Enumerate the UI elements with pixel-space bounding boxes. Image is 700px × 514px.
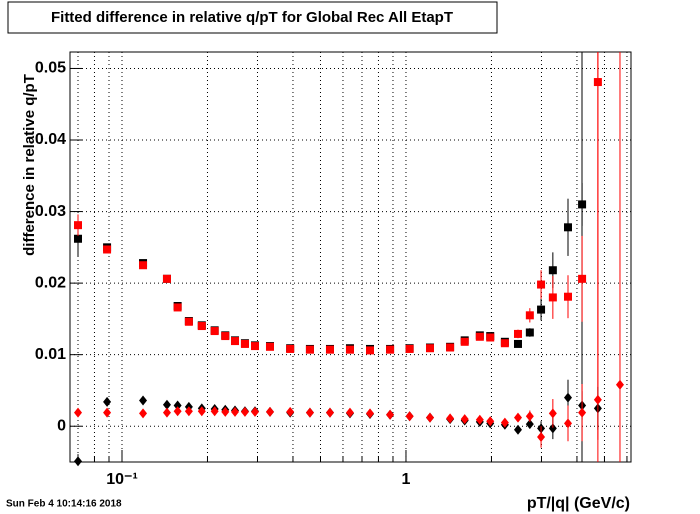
marker-diamond — [563, 418, 572, 429]
marker-diamond — [525, 419, 534, 430]
marker-square — [563, 292, 572, 301]
marker-diamond — [103, 396, 112, 407]
marker-square — [345, 345, 354, 354]
marker-diamond — [500, 417, 509, 428]
marker-square — [386, 345, 395, 354]
marker-square — [405, 344, 414, 353]
marker-diamond — [537, 431, 546, 442]
marker-diamond — [615, 379, 624, 390]
marker-diamond — [513, 424, 522, 435]
marker-diamond — [460, 414, 469, 425]
plot-frame — [69, 51, 632, 463]
marker-square — [525, 311, 534, 320]
marker-square — [184, 317, 193, 326]
marker-diamond — [446, 413, 455, 424]
marker-diamond — [548, 423, 557, 434]
marker-square — [162, 274, 171, 283]
marker-square — [563, 223, 572, 232]
marker-diamond — [366, 408, 375, 419]
marker-diamond — [173, 406, 182, 417]
marker-square — [74, 234, 83, 243]
marker-diamond — [197, 406, 206, 417]
marker-diamond — [405, 411, 414, 422]
marker-diamond — [103, 407, 112, 418]
marker-diamond — [162, 399, 171, 410]
marker-square — [513, 329, 522, 338]
marker-diamond — [513, 412, 522, 423]
marker-square — [500, 339, 509, 348]
y-tick-label: 0 — [57, 417, 66, 434]
marker-square — [525, 328, 534, 337]
marker-diamond — [286, 406, 295, 417]
y-axis-label: difference in relative q/pT — [21, 74, 38, 256]
marker-diamond — [231, 406, 240, 417]
marker-diamond — [74, 407, 83, 418]
marker-square — [173, 303, 182, 312]
marker-square — [231, 337, 240, 346]
marker-square — [548, 293, 557, 302]
marker-diamond — [74, 456, 83, 467]
marker-diamond — [305, 407, 314, 418]
marker-diamond — [578, 407, 587, 418]
marker-diamond — [386, 409, 395, 420]
marker-diamond — [345, 407, 354, 418]
marker-diamond — [173, 400, 182, 411]
marker-square — [537, 280, 546, 289]
marker-diamond — [221, 406, 230, 417]
marker-diamond — [525, 411, 534, 422]
marker-diamond — [184, 406, 193, 417]
timestamp: Sun Feb 4 10:14:16 2018 — [6, 499, 122, 510]
marker-square — [513, 339, 522, 348]
marker-square — [103, 245, 112, 254]
marker-diamond — [486, 416, 495, 427]
marker-square — [548, 266, 557, 275]
marker-square — [197, 322, 206, 331]
y-tick-label: 0.03 — [35, 203, 66, 220]
marker-square — [210, 327, 219, 336]
marker-square — [265, 342, 274, 351]
y-tick-label: 0.01 — [35, 346, 66, 363]
marker-square — [537, 305, 546, 314]
marker-square — [475, 332, 484, 341]
x-axis-label: pT/|q| (GeV/c) — [527, 495, 630, 512]
marker-diamond — [425, 412, 434, 423]
marker-square — [250, 342, 259, 351]
marker-square — [286, 344, 295, 353]
marker-square — [460, 337, 469, 346]
marker-diamond — [548, 408, 557, 419]
marker-square — [139, 261, 148, 270]
marker-square — [74, 221, 83, 230]
chart-title: Fitted difference in relative q/pT for G… — [51, 9, 453, 26]
marker-diamond — [475, 414, 484, 425]
marker-square — [578, 200, 587, 209]
title-box — [7, 1, 498, 34]
marker-square — [486, 333, 495, 342]
x-tick-label: 1 — [402, 471, 411, 488]
marker-square — [425, 344, 434, 353]
marker-diamond — [240, 406, 249, 417]
marker-square — [325, 345, 334, 354]
marker-square — [366, 346, 375, 355]
marker-square — [221, 332, 230, 341]
marker-square — [578, 274, 587, 283]
marker-diamond — [162, 407, 171, 418]
y-tick-label: 0.02 — [35, 274, 66, 291]
marker-square — [240, 339, 249, 348]
marker-diamond — [210, 406, 219, 417]
marker-diamond — [139, 395, 148, 406]
marker-diamond — [250, 406, 259, 417]
marker-diamond — [325, 407, 334, 418]
x-tick-label: 10⁻¹ — [106, 471, 138, 488]
y-tick-label: 0.04 — [35, 131, 66, 148]
marker-diamond — [139, 408, 148, 419]
y-tick-label: 0.05 — [35, 60, 66, 77]
marker-diamond — [593, 394, 602, 405]
marker-diamond — [563, 392, 572, 403]
marker-square — [446, 343, 455, 352]
marker-square — [305, 345, 314, 354]
marker-diamond — [265, 406, 274, 417]
